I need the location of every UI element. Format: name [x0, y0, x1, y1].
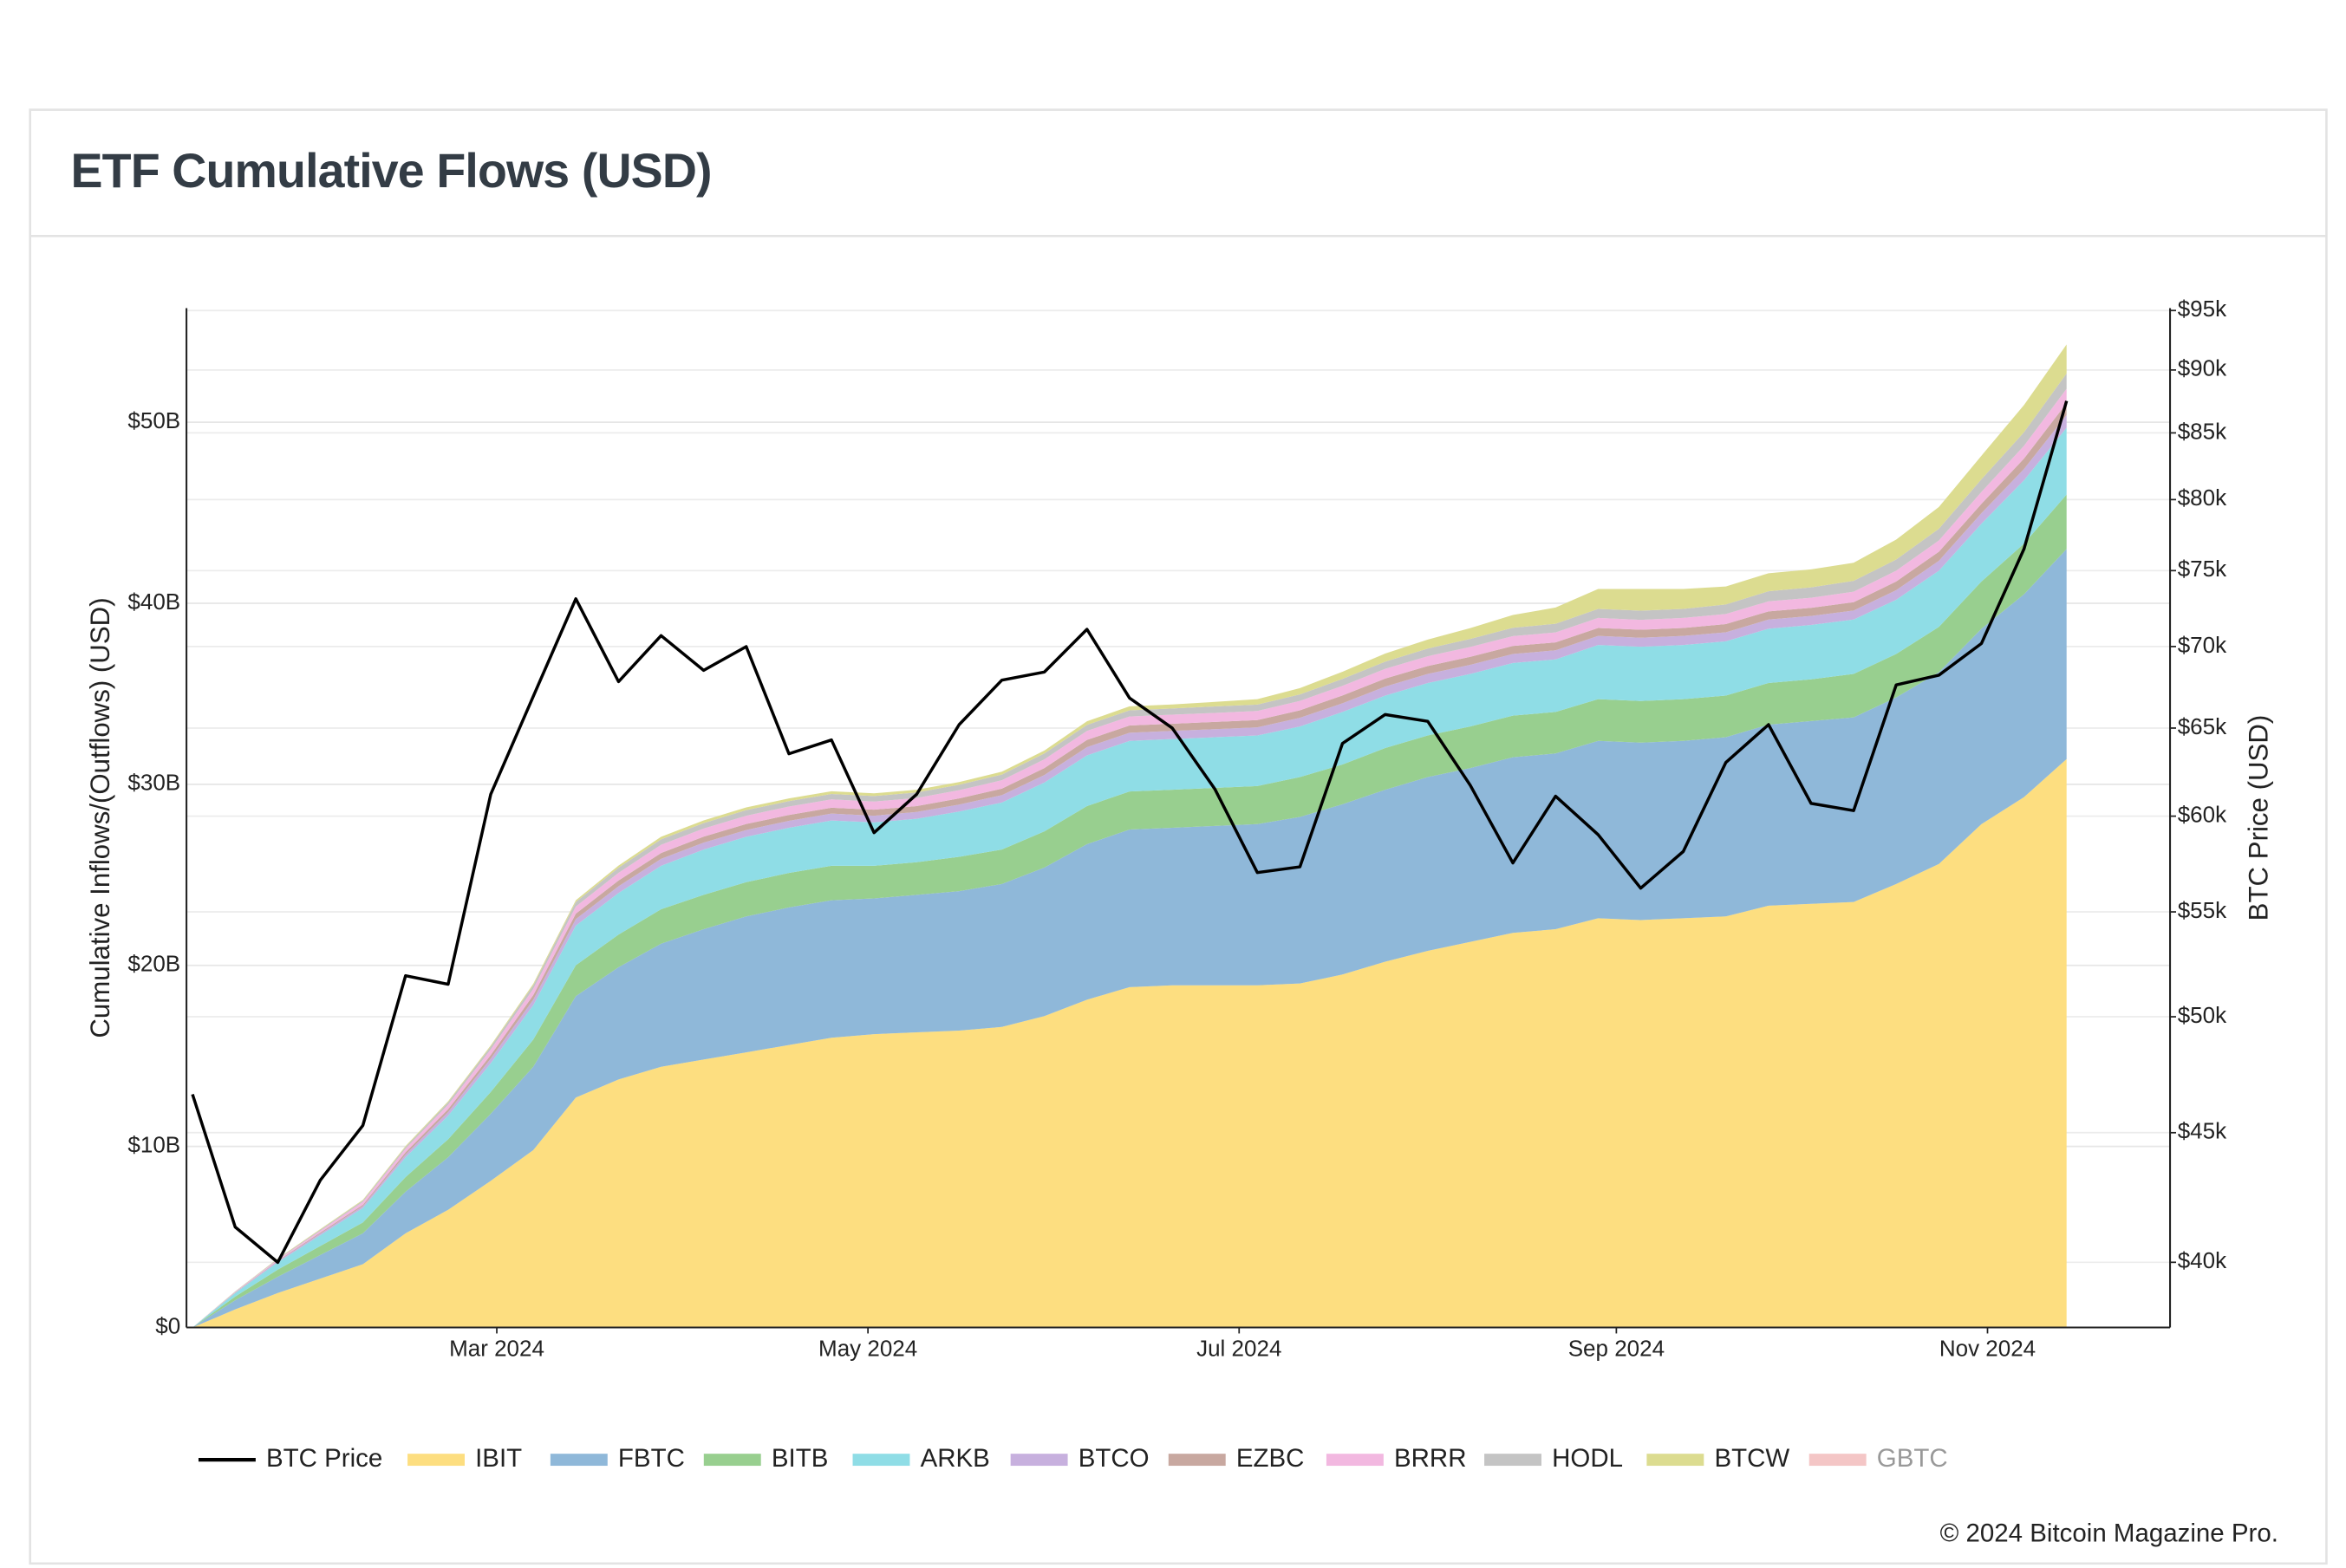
legend-label: GBTC — [1877, 1444, 1948, 1473]
y-axis-label: Cumulative Inflows/(Outflows) (USD) — [85, 597, 115, 1038]
legend-label: BRRR — [1394, 1444, 1467, 1473]
y2-tick-label: $95k — [2178, 296, 2227, 322]
area — [192, 414, 2067, 1328]
y2-tick-label: $75k — [2178, 556, 2227, 582]
y-tick-label: $10B — [127, 1131, 180, 1157]
legend-label: ARKB — [921, 1444, 990, 1473]
x-tick-label: Mar 2024 — [449, 1335, 544, 1361]
price-line — [191, 400, 2069, 1265]
area — [192, 373, 2067, 1328]
legend-item: BTCW — [1646, 1444, 1789, 1473]
legend-label: EZBC — [1236, 1444, 1305, 1473]
legend-label: FBTC — [618, 1444, 685, 1473]
lines — [191, 400, 2069, 1265]
legend-swatch — [1646, 1454, 1704, 1467]
legend-swatch — [1010, 1454, 1068, 1467]
legend-item: EZBC — [1168, 1444, 1305, 1473]
legend-label: IBIT — [475, 1444, 522, 1473]
legend-item: BRRR — [1326, 1444, 1467, 1473]
legend-swatch — [1168, 1454, 1226, 1467]
legend-swatch — [852, 1454, 910, 1467]
legend-item: BITB — [703, 1444, 829, 1473]
legend-item: IBIT — [407, 1444, 522, 1473]
y-tick-label: $50B — [127, 407, 180, 433]
y-tick-label: $40B — [127, 589, 180, 615]
area — [192, 549, 2067, 1328]
y2-tick-label: $60k — [2178, 801, 2227, 827]
y2-tick-label: $90k — [2178, 355, 2227, 381]
legend-item: BTCO — [1010, 1444, 1150, 1473]
chart-title: ETF Cumulative Flows (USD) — [71, 144, 712, 198]
y2-tick-label: $55k — [2178, 897, 2227, 923]
area — [192, 403, 2067, 1328]
legend-label: BTCO — [1079, 1444, 1150, 1473]
x-tick-label: Nov 2024 — [1939, 1335, 2036, 1361]
y2-tick-label: $65k — [2178, 713, 2227, 739]
legend-item: FBTC — [550, 1444, 685, 1473]
area — [192, 758, 2067, 1328]
area — [192, 427, 2067, 1328]
y-tick-label: $20B — [127, 951, 180, 977]
legend-swatch — [703, 1454, 761, 1467]
y2-tick-label: $50k — [2178, 1002, 2227, 1028]
areas — [192, 344, 2067, 1328]
legend-swatch — [407, 1454, 465, 1467]
legend-item: GBTC — [1808, 1444, 1948, 1473]
legend-swatch — [550, 1454, 608, 1467]
x-tick-label: Jul 2024 — [1196, 1335, 1281, 1361]
legend-swatch — [1484, 1454, 1541, 1467]
y2-axis-label: BTC Price (USD) — [2243, 715, 2273, 921]
y2-tick-label: $80k — [2178, 485, 2227, 511]
legend-label: BITB — [772, 1444, 829, 1473]
y2-tick-label: $70k — [2178, 632, 2227, 658]
area — [192, 494, 2067, 1328]
axes: $0 $10B $20B $30B $40B $50B $40k $45k $50k $55k $6… — [127, 296, 2227, 1361]
y2-tick-label: $85k — [2178, 418, 2227, 444]
y-tick-label: $0 — [155, 1312, 180, 1338]
area — [192, 344, 2067, 1328]
legend-swatch — [1808, 1454, 1867, 1467]
legend-item: BTC Price — [198, 1444, 382, 1473]
legend-swatch — [1326, 1454, 1384, 1467]
y-tick-label: $30B — [127, 770, 180, 796]
x-tick-label: May 2024 — [818, 1335, 917, 1361]
y2-tick-label: $40k — [2178, 1247, 2227, 1273]
legend-item: ARKB — [852, 1444, 990, 1473]
legend-label: HODL — [1552, 1444, 1623, 1473]
copyright: © 2024 Bitcoin Magazine Pro. — [1940, 1519, 2278, 1548]
legend-item: HODL — [1484, 1444, 1623, 1473]
x-tick-label: Sep 2024 — [1568, 1335, 1665, 1361]
y2-tick-label: $45k — [2178, 1118, 2227, 1144]
legend-label: BTC Price — [266, 1444, 382, 1473]
legend-label: BTCW — [1714, 1444, 1789, 1473]
area — [192, 388, 2067, 1328]
